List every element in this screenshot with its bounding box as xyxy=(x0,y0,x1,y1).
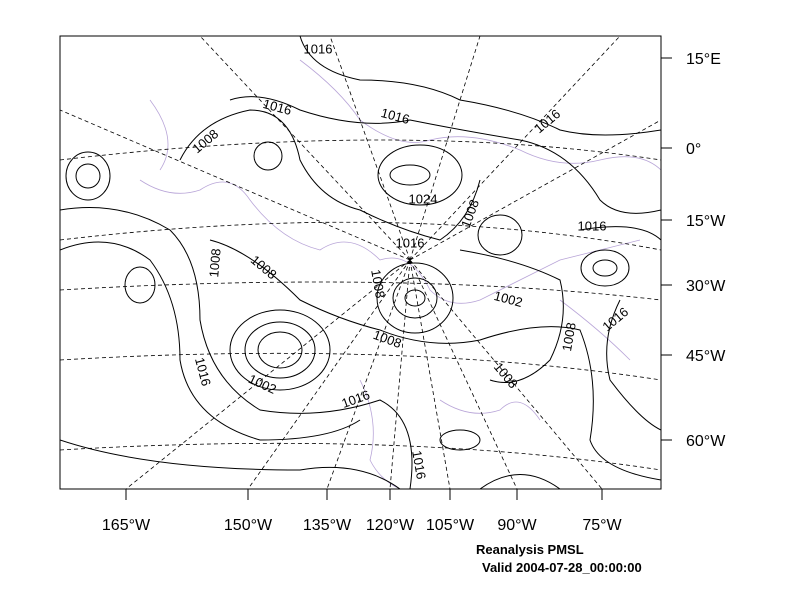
contour-label: 1008 xyxy=(559,321,579,352)
title: Reanalysis PMSL xyxy=(476,542,584,557)
lon-label: 120°W xyxy=(366,517,415,534)
contour-label: 1002 xyxy=(492,288,524,310)
valid-time: Valid 2004-07-28_00:00:00 xyxy=(482,560,642,575)
contour-label: 1008 xyxy=(458,197,482,229)
contour-label: 1016 xyxy=(192,356,214,388)
contour-label: 1016 xyxy=(304,41,333,56)
contour-label: 1016 xyxy=(396,235,425,250)
contour-label: 1008 xyxy=(491,359,521,391)
contour-label: 1016 xyxy=(599,304,631,334)
contour-label: 1008 xyxy=(189,126,221,156)
lon-axis xyxy=(125,489,603,500)
lon-label: 105°W xyxy=(426,517,475,534)
contour-label: 1016 xyxy=(578,218,607,233)
coastlines xyxy=(139,59,661,489)
contour-label: 1016 xyxy=(261,96,293,118)
contour-label: 1016 xyxy=(409,449,429,480)
contour-label: 1008 xyxy=(368,268,388,299)
lon-label: 90°W xyxy=(497,517,537,534)
lat-label: 15°W xyxy=(686,213,726,230)
lon-label: 75°W xyxy=(582,517,622,534)
isobars xyxy=(60,36,661,489)
contour-label: 1024 xyxy=(409,191,438,206)
contour-label: 1016 xyxy=(531,106,563,136)
lon-labels: 165°W 150°W 135°W 120°W 105°W 90°W 75°W xyxy=(102,517,623,534)
lat-axis xyxy=(661,57,672,441)
lat-label: 0° xyxy=(686,141,701,158)
graticule xyxy=(60,36,661,489)
lat-labels: 15°E 0° 15°W 30°W 45°W 60°W xyxy=(686,51,726,450)
lat-label: 60°W xyxy=(686,433,726,450)
contour-label: 1016 xyxy=(379,105,411,127)
lat-label: 45°W xyxy=(686,348,726,365)
contour-label: 1008 xyxy=(371,327,403,351)
contour-label: 1002 xyxy=(246,371,279,397)
lon-label: 165°W xyxy=(102,517,151,534)
contour-label: 1008 xyxy=(206,248,223,278)
lat-label: 15°E xyxy=(686,51,721,68)
lat-label: 30°W xyxy=(686,278,726,295)
frame xyxy=(59,35,662,490)
lon-label: 135°W xyxy=(303,517,352,534)
lon-label: 150°W xyxy=(224,517,273,534)
map-body xyxy=(60,36,661,489)
contour-label: 1008 xyxy=(248,252,280,282)
